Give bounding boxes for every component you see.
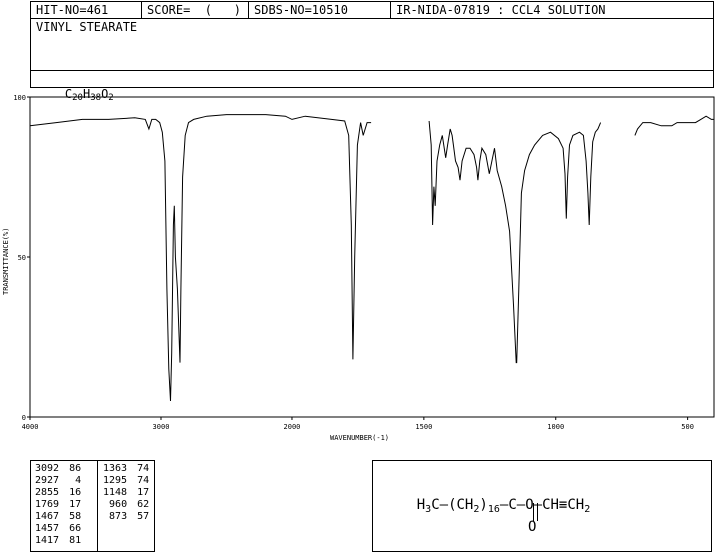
table-row: 1417 81 bbox=[33, 535, 83, 547]
peak-table-right: 1363 74 1295 74 1148 17 960 62 873 57 bbox=[101, 463, 151, 523]
peak-wavenumber: 1769 bbox=[35, 499, 60, 510]
bond-3: — bbox=[516, 497, 526, 513]
compound-name: VINYL STEARATE bbox=[36, 20, 138, 34]
x-tick-label: 2000 bbox=[284, 423, 301, 431]
table-row: 2927 4 bbox=[33, 475, 83, 487]
table-row: 1148 17 bbox=[101, 487, 151, 499]
struct-h-sub: 3 bbox=[425, 504, 432, 515]
y-tick-label: 50 bbox=[18, 254, 26, 262]
x-axis: 4000 3000 2000 1500 1000 500 bbox=[22, 417, 694, 431]
carbonyl-oxygen: O bbox=[528, 519, 537, 535]
peak-transmittance: 17 bbox=[137, 487, 150, 498]
score: SCORE= ( ) bbox=[142, 2, 249, 19]
peak-transmittance: 17 bbox=[69, 499, 82, 510]
peak-wavenumber: 1363 bbox=[103, 463, 128, 474]
peak-table-left: 3092 86 2927 4 2855 16 1769 17 1467 58 1457 66 1417 8… bbox=[33, 463, 83, 547]
table-row: 2855 16 bbox=[33, 487, 83, 499]
peak-wavenumber: 960 bbox=[109, 499, 128, 510]
struct-c3: CH bbox=[542, 497, 559, 513]
header-bar: HIT-NO=461 SCORE= ( ) SDBS-NO=10510 IR-N… bbox=[30, 1, 714, 19]
spectrum-line bbox=[29, 114, 372, 402]
table-row: 1467 58 bbox=[33, 511, 83, 523]
struct-o1: O bbox=[525, 497, 534, 513]
peak-wavenumber: 2855 bbox=[35, 487, 60, 498]
carbonyl-bond bbox=[533, 503, 538, 521]
x-tick-label: 1000 bbox=[547, 423, 564, 431]
struct-h: H bbox=[416, 497, 426, 513]
formula-divider bbox=[31, 70, 713, 71]
peak-transmittance: 62 bbox=[137, 499, 150, 510]
struct-chain-close: ) bbox=[479, 497, 488, 513]
peak-wavenumber: 1295 bbox=[103, 475, 128, 486]
peak-transmittance: 57 bbox=[137, 511, 150, 522]
peak-transmittance: 74 bbox=[137, 463, 150, 474]
peak-transmittance: 74 bbox=[137, 475, 150, 486]
structure-formula: H3C—(CH2)16—C—O—CH≡CH2 bbox=[383, 481, 591, 531]
struct-c1: C bbox=[431, 497, 440, 513]
struct-chain-sub: 2 bbox=[473, 504, 480, 515]
table-row: 1295 74 bbox=[101, 475, 151, 487]
hit-number: HIT-NO=461 bbox=[31, 2, 142, 19]
y-axis: 0 50 100 bbox=[13, 94, 30, 422]
peak-wavenumber: 1467 bbox=[35, 511, 60, 522]
formula-h-count: 38 bbox=[90, 93, 102, 103]
table-row: 3092 86 bbox=[33, 463, 83, 475]
table-row: 960 62 bbox=[101, 499, 151, 511]
struct-c4: CH bbox=[567, 497, 585, 513]
spectrum-line bbox=[634, 115, 714, 136]
peak-transmittance: 86 bbox=[69, 463, 82, 474]
table-row: 1363 74 bbox=[101, 463, 151, 475]
x-tick-label: 3000 bbox=[153, 423, 170, 431]
plot-frame bbox=[29, 96, 715, 418]
table-row: 1769 17 bbox=[33, 499, 83, 511]
x-axis-label: WAVENUMBER(-1) bbox=[330, 434, 389, 442]
x-tick-label: 500 bbox=[681, 423, 694, 431]
peak-transmittance: 16 bbox=[69, 487, 82, 498]
peak-wavenumber: 1148 bbox=[103, 487, 128, 498]
peak-transmittance: 58 bbox=[69, 511, 82, 522]
struct-chain-open: (CH bbox=[448, 497, 474, 513]
molecular-formula: C20H38O2 bbox=[36, 73, 114, 117]
spectrum-line bbox=[428, 120, 602, 364]
peak-table-divider bbox=[97, 461, 98, 551]
sdbs-number: SDBS-NO=10510 bbox=[249, 2, 391, 19]
peak-wavenumber: 1457 bbox=[35, 523, 60, 534]
struct-chain-n: 16 bbox=[487, 504, 500, 515]
peak-transmittance: 4 bbox=[75, 475, 82, 486]
peak-table-box: 3092 86 2927 4 2855 16 1769 17 1467 58 1457 66 1417 8… bbox=[30, 460, 155, 552]
formula-c: C bbox=[64, 87, 73, 101]
y-tick-label: 100 bbox=[13, 94, 26, 102]
peak-wavenumber: 1417 bbox=[35, 535, 60, 546]
peak-wavenumber: 2927 bbox=[35, 475, 60, 486]
formula-h: H bbox=[82, 87, 91, 101]
peak-wavenumber: 873 bbox=[109, 511, 128, 522]
x-tick-label: 4000 bbox=[22, 423, 39, 431]
bond-1: — bbox=[439, 497, 449, 513]
spectrum-series bbox=[29, 114, 714, 402]
table-row: 1457 66 bbox=[33, 523, 83, 535]
y-axis-label: TRANSMITTANCE(%) bbox=[2, 228, 10, 295]
x-tick-label: 1500 bbox=[415, 423, 432, 431]
formula-c-count: 20 bbox=[72, 93, 83, 103]
structure-box: H3C—(CH2)16—C—O—CH≡CH2 O bbox=[372, 460, 712, 552]
ir-spectrum-chart: 0 50 100 4000 3000 2000 1500 1000 500 WAVENUMBE… bbox=[2, 94, 715, 442]
peak-transmittance: 66 bbox=[69, 523, 82, 534]
peak-transmittance: 81 bbox=[69, 535, 82, 546]
struct-c4-sub: 2 bbox=[584, 504, 591, 515]
bond-2: — bbox=[499, 497, 509, 513]
peak-wavenumber: 3092 bbox=[35, 463, 60, 474]
ir-info: IR-NIDA-07819 : CCL4 SOLUTION bbox=[396, 3, 606, 17]
double-bond: ≡ bbox=[558, 497, 568, 513]
y-tick-label: 0 bbox=[22, 414, 26, 422]
struct-c2: C bbox=[508, 497, 517, 513]
compound-info-box: VINYL STEARATE C20H38O2 bbox=[30, 18, 714, 103]
formula-o: O bbox=[101, 87, 109, 101]
formula-o-count: 2 bbox=[108, 93, 114, 103]
table-row: 873 57 bbox=[101, 511, 151, 523]
